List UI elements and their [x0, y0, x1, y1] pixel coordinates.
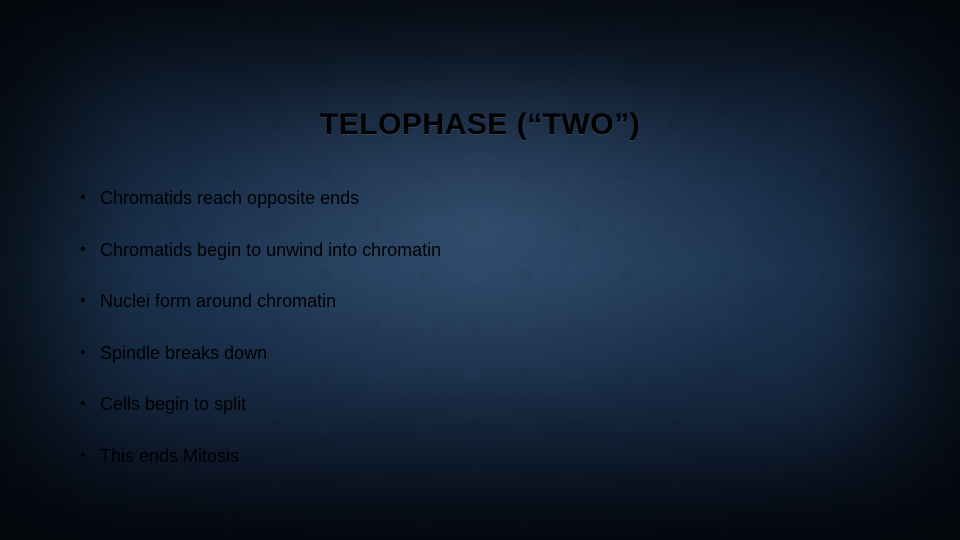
list-item: Chromatids reach opposite ends [78, 188, 900, 210]
list-item: Spindle breaks down [78, 343, 900, 365]
slide: TELOPHASE (“TWO”) Chromatids reach oppos… [0, 0, 960, 540]
bullet-list: Chromatids reach opposite ends Chromatid… [78, 188, 900, 498]
slide-title: TELOPHASE (“TWO”) [0, 108, 960, 142]
list-item: Nuclei form around chromatin [78, 291, 900, 313]
list-item: This ends Mitosis [78, 446, 900, 468]
list-item: Cells begin to split [78, 394, 900, 416]
list-item: Chromatids begin to unwind into chromati… [78, 240, 900, 262]
